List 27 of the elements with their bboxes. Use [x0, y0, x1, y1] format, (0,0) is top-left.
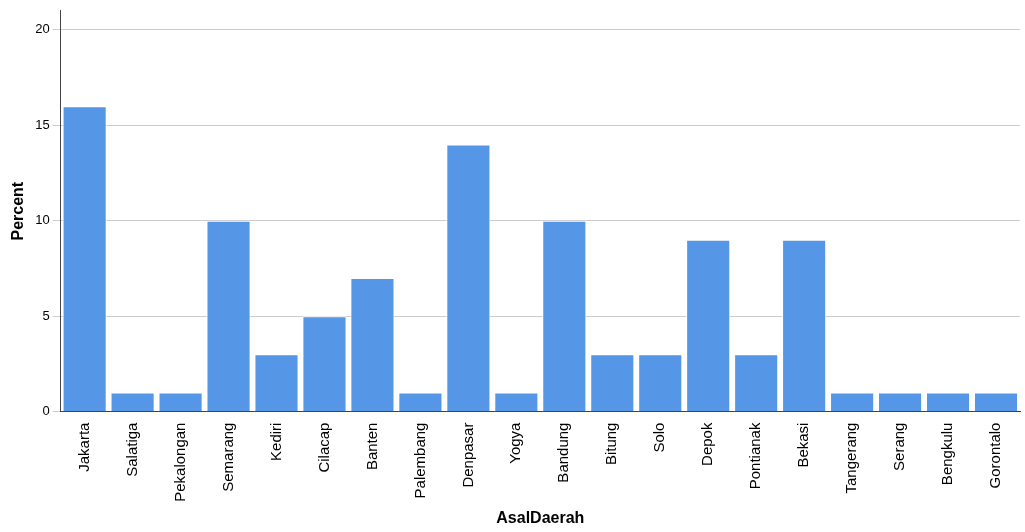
y-tick-label: 15: [35, 116, 50, 132]
x-tick-label: Gorontalo: [986, 422, 1004, 489]
x-tick-label: Pontianak: [746, 422, 764, 490]
x-tick-label: Solo: [650, 422, 668, 453]
y-tick-label: 5: [42, 307, 50, 323]
y-tick-label: 20: [35, 21, 50, 37]
x-tick-label: Bitung: [602, 422, 620, 466]
x-tick-label: Palembang: [410, 422, 428, 499]
x-tick-label: Bekasi: [794, 422, 812, 468]
x-tick-label: Pekalongan: [170, 422, 188, 502]
y-tick-label: 0: [42, 403, 50, 419]
x-tick-label: Bandung: [554, 422, 572, 483]
x-tick-label: Yogya: [506, 421, 524, 464]
x-tick-label: Salatiga: [122, 421, 140, 477]
x-tick-label: Denpasar: [458, 422, 476, 488]
x-tick-label: Serang: [890, 422, 908, 471]
y-tick-label: 10: [35, 212, 50, 228]
x-tick-label: Jakarta: [74, 421, 92, 472]
x-tick-label: Cilacap: [314, 422, 332, 473]
x-tick-label: Semarang: [218, 422, 236, 492]
x-tick-label: Banten: [362, 422, 380, 471]
y-axis-title: Percent: [9, 181, 27, 241]
x-tick-label: Tangerang: [842, 422, 860, 494]
x-tick-label: Kediri: [266, 422, 284, 461]
x-tick-label: Bengkulu: [938, 422, 956, 486]
x-tick-label: Depok: [698, 422, 716, 466]
x-axis-title: AsalDaerah: [496, 508, 585, 526]
